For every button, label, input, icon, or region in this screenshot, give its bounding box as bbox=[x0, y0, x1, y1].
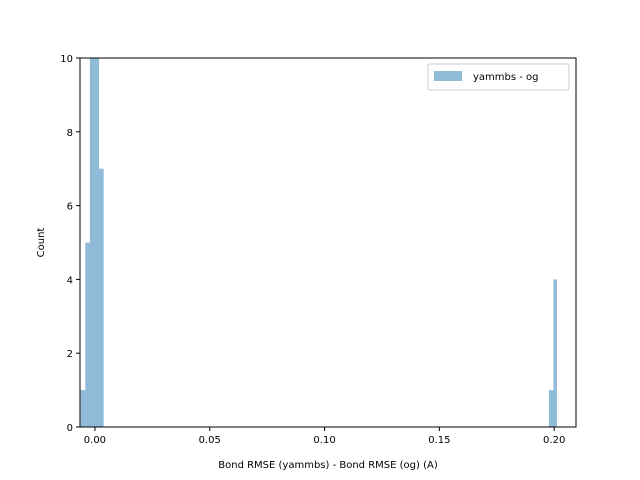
y-tick-label: 0 bbox=[67, 423, 73, 434]
y-tick-label: 2 bbox=[67, 349, 73, 360]
plot-frame bbox=[79, 57, 577, 428]
x-tick-label: 0.10 bbox=[313, 435, 335, 446]
y-tick-label: 10 bbox=[60, 54, 73, 65]
legend-swatch bbox=[434, 71, 462, 81]
x-tick-label: 0.05 bbox=[199, 435, 221, 446]
x-tick-label: 0.00 bbox=[84, 435, 106, 446]
histogram-bars bbox=[80, 58, 557, 427]
x-tick-label: 0.15 bbox=[428, 435, 450, 446]
histogram-bar-4 bbox=[548, 390, 554, 427]
y-axis-label: Count bbox=[36, 228, 47, 258]
y-tick-label: 4 bbox=[67, 275, 73, 286]
x-tick-label: 0.20 bbox=[543, 435, 565, 446]
legend-label: yammbs - og bbox=[473, 72, 539, 83]
histogram-bar-2 bbox=[89, 58, 100, 427]
y-axis-ticks: 0 2 4 6 8 10 bbox=[60, 54, 80, 434]
legend: yammbs - og bbox=[427, 63, 570, 91]
x-axis-ticks: 0.00 0.05 0.10 0.15 0.20 bbox=[84, 427, 565, 446]
y-tick-label: 6 bbox=[67, 202, 73, 213]
legend-box bbox=[427, 63, 570, 91]
y-tick-label: 8 bbox=[67, 128, 73, 139]
histogram-bar-0 bbox=[80, 390, 86, 427]
histogram-bar-5 bbox=[553, 279, 557, 427]
x-axis-label: Bond RMSE (yammbs) - Bond RMSE (og) (A) bbox=[218, 460, 438, 471]
histogram-bar-1 bbox=[85, 242, 90, 427]
histogram-bar-3 bbox=[99, 168, 104, 427]
